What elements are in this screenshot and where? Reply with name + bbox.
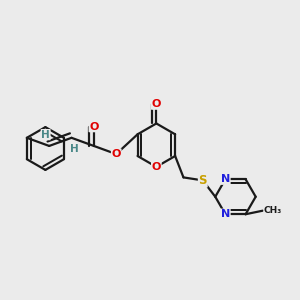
Text: O: O	[152, 99, 161, 109]
Text: O: O	[89, 122, 99, 132]
Text: O: O	[152, 162, 161, 172]
Text: CH₃: CH₃	[264, 206, 282, 215]
Text: N: N	[221, 209, 230, 219]
Text: O: O	[112, 149, 121, 159]
Text: H: H	[70, 144, 79, 154]
Text: H: H	[41, 130, 50, 140]
Text: S: S	[199, 174, 207, 187]
Text: N: N	[221, 174, 230, 184]
